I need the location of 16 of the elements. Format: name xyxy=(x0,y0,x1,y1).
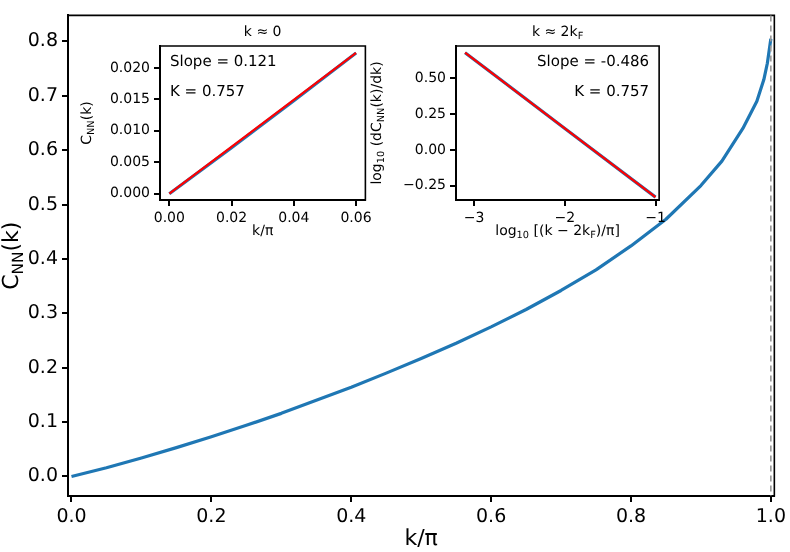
x-axis-title: k/π xyxy=(404,524,439,551)
x-tick-label: 0.8 xyxy=(615,506,647,529)
x-tick-label: 1.0 xyxy=(755,506,786,529)
y-tick-label: 0.3 xyxy=(27,302,58,325)
x-tick-label: 0.2 xyxy=(196,506,227,529)
x-tick-label: 0.0 xyxy=(56,506,87,529)
y-tick-label: 0.2 xyxy=(27,356,58,379)
y-tick-label: 0.0 xyxy=(27,465,58,488)
y-tick-label: 0.1 xyxy=(27,411,58,433)
y-tick-label: 0.5 xyxy=(27,193,58,216)
y-tick-label: 0.6 xyxy=(27,139,58,162)
x-tick-label: 0.4 xyxy=(336,506,367,529)
y-tick-label: 0.7 xyxy=(27,84,58,107)
x-tick-label: 0.6 xyxy=(475,506,507,529)
y-tick-label: 0.8 xyxy=(27,30,58,53)
y-tick-label: 0.4 xyxy=(27,247,58,270)
